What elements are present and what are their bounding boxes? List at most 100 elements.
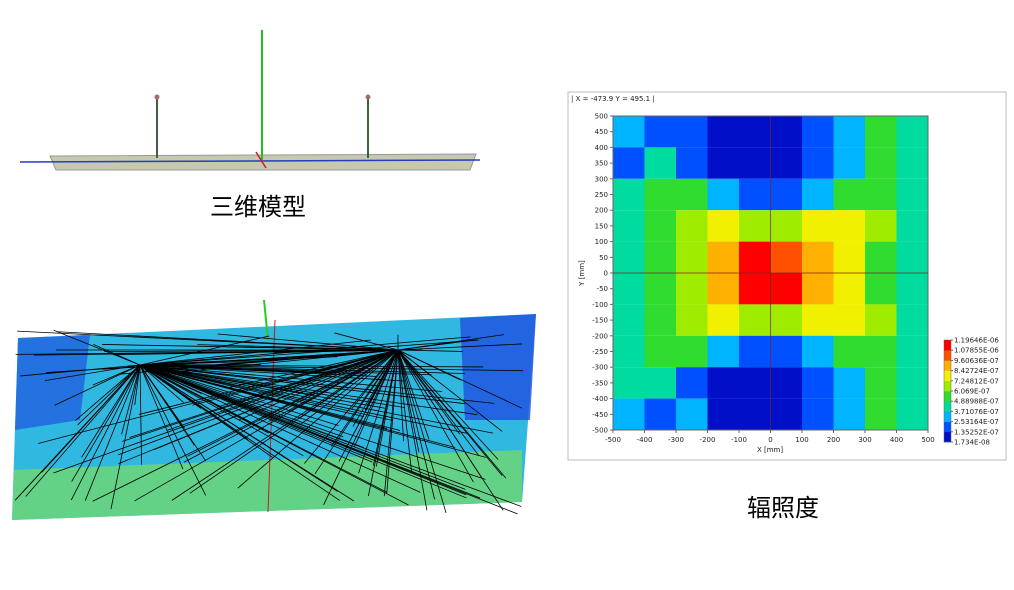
heat-cell	[613, 242, 645, 273]
heat-cell	[613, 336, 645, 367]
heat-cell	[739, 210, 771, 241]
heat-cell	[865, 242, 897, 273]
receiver-region	[15, 335, 90, 430]
heat-cell	[708, 336, 740, 367]
y-axis-label: Y [mm]	[578, 260, 586, 287]
y-tick-label: -500	[592, 427, 608, 435]
heat-cell	[613, 304, 645, 335]
y-tick-label: 300	[595, 175, 608, 183]
heat-cell	[676, 273, 708, 304]
heat-cell	[739, 304, 771, 335]
y-tick-label: -300	[592, 364, 608, 372]
heat-cell	[739, 179, 771, 210]
colorbar-tick-label: 8.42724E-07	[954, 367, 999, 375]
heat-cell	[613, 399, 645, 430]
colorbar-tick-label: 1.19646E-06	[954, 337, 999, 345]
colorbar-swatch	[944, 422, 951, 433]
heat-cell	[739, 367, 771, 398]
caption: 辐照度	[747, 494, 819, 522]
heat-cell	[834, 273, 866, 304]
heat-cell	[613, 210, 645, 241]
heat-cell	[897, 367, 929, 398]
heat-cell	[834, 399, 866, 430]
x-tick-label: 200	[827, 436, 840, 444]
colorbar-tick-label: 7.24812E-07	[954, 377, 999, 385]
colorbar-tick-label: 6.069E-07	[954, 388, 990, 396]
heat-cell	[708, 210, 740, 241]
y-tick-label: 200	[595, 207, 608, 215]
heat-cell	[645, 116, 677, 147]
heat-cell	[676, 336, 708, 367]
heat-cell	[771, 147, 803, 178]
heat-cell	[771, 367, 803, 398]
y-tick-label: -450	[592, 411, 608, 419]
heat-cell	[865, 336, 897, 367]
lamp	[366, 95, 371, 100]
heat-cell	[865, 210, 897, 241]
heat-cell	[645, 304, 677, 335]
x-tick-label: -400	[637, 436, 653, 444]
x-tick-label: 500	[921, 436, 934, 444]
y-tick-label: 100	[595, 238, 608, 246]
colorbar-tick-label: 3.71076E-07	[954, 408, 999, 416]
heat-cell	[739, 147, 771, 178]
heat-cell	[676, 116, 708, 147]
colorbar-swatch	[944, 381, 951, 392]
heat-cell	[676, 242, 708, 273]
heat-cell	[676, 367, 708, 398]
heat-cell	[897, 304, 929, 335]
heat-cell	[865, 147, 897, 178]
x-tick-label: -300	[668, 436, 684, 444]
heat-cell	[645, 147, 677, 178]
heat-cell	[708, 367, 740, 398]
heat-cell	[897, 179, 929, 210]
heat-cell	[834, 116, 866, 147]
heat-cell	[897, 210, 929, 241]
heat-cell	[897, 242, 929, 273]
x-tick-label: 100	[795, 436, 808, 444]
heat-cell	[865, 304, 897, 335]
y-tick-label: -50	[597, 285, 608, 293]
heat-cell	[645, 242, 677, 273]
heat-cell	[802, 273, 834, 304]
y-tick-label: -350	[592, 379, 608, 387]
heat-cell	[771, 179, 803, 210]
y-tick-label: 450	[595, 128, 608, 136]
heat-cell	[645, 179, 677, 210]
heat-cell	[802, 304, 834, 335]
heat-cell	[739, 273, 771, 304]
x-tick-label: 300	[858, 436, 871, 444]
heat-cell	[897, 336, 929, 367]
x-tick-label: -100	[731, 436, 747, 444]
colorbar-swatch	[944, 350, 951, 361]
heat-cell	[708, 116, 740, 147]
heat-cell	[771, 304, 803, 335]
heat-cell	[802, 367, 834, 398]
colorbar-tick-label: 4.88988E-07	[954, 398, 999, 406]
heat-cell	[802, 399, 834, 430]
heat-cell	[834, 242, 866, 273]
y-tick-label: 250	[595, 191, 608, 199]
heat-cell	[834, 336, 866, 367]
heat-cell	[897, 147, 929, 178]
heat-cell	[771, 210, 803, 241]
y-tick-label: -200	[592, 332, 608, 340]
y-tick-label: -100	[592, 301, 608, 309]
ray-trace-view	[12, 300, 536, 520]
heat-cell	[645, 367, 677, 398]
heat-cell	[802, 210, 834, 241]
heat-cell	[802, 147, 834, 178]
heat-cell	[897, 399, 929, 430]
heat-cell	[834, 367, 866, 398]
heat-cell	[771, 399, 803, 430]
heat-cell	[897, 116, 929, 147]
heat-cell	[613, 273, 645, 304]
heat-cell	[676, 147, 708, 178]
heat-cell	[865, 399, 897, 430]
lamp	[155, 95, 160, 100]
cursor-readout: | X = -473.9 Y = 495.1 |	[571, 95, 655, 103]
y-tick-label: -250	[592, 348, 608, 356]
heat-cell	[708, 273, 740, 304]
